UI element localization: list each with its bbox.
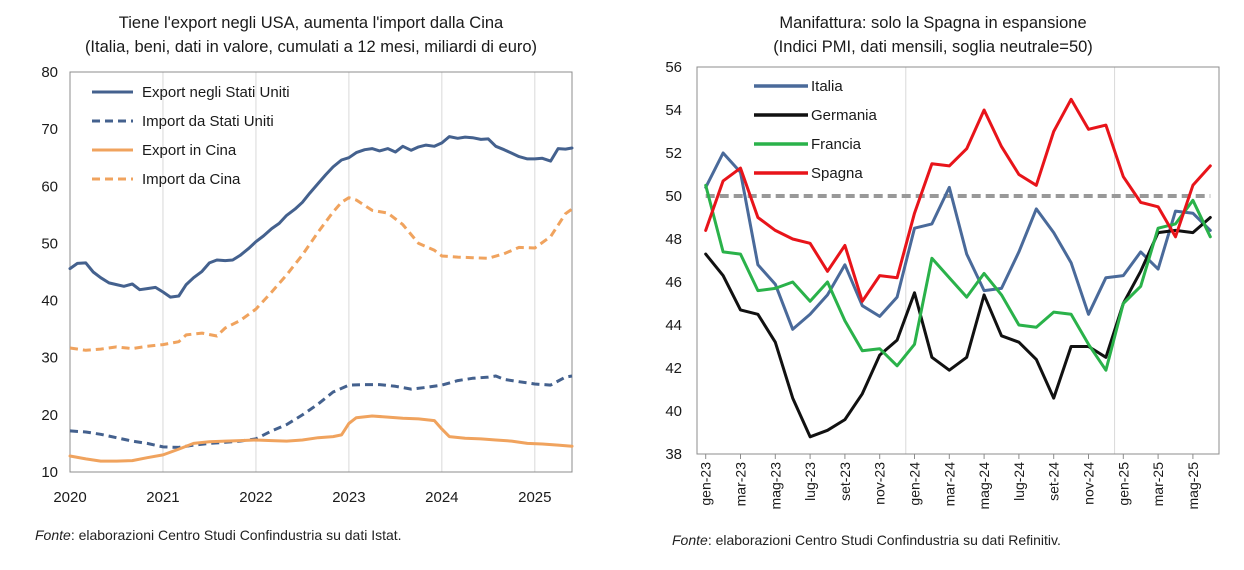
legend-label: Import da Cina [142, 171, 241, 188]
x-tick-label: mar-23 [733, 462, 749, 507]
y-tick-label: 30 [41, 350, 58, 367]
y-tick-label: 52 [665, 145, 682, 162]
x-tick-label: mag-23 [767, 462, 783, 510]
x-tick-label: mag-24 [976, 462, 992, 510]
chart-title: Tiene l'export negli USA, aumenta l'impo… [118, 14, 504, 32]
y-tick-label: 54 [665, 102, 682, 119]
x-tick-label: mag-25 [1185, 462, 1201, 510]
series-line-export-negli-stati-uniti [68, 135, 574, 299]
chart-subtitle: (Italia, beni, dati in valore, cumulati … [84, 38, 538, 56]
y-tick-label: 50 [665, 188, 682, 205]
x-tick-label: 2022 [239, 489, 272, 506]
x-tick-label: gen-23 [698, 462, 714, 506]
x-tick-label: mar-25 [1150, 462, 1166, 507]
y-tick-label: 40 [41, 293, 58, 310]
x-tick-label: 2025 [518, 489, 551, 506]
y-tick-label: 60 [41, 178, 58, 195]
plot-area-frame [69, 71, 573, 473]
y-tick-label: 70 [41, 121, 58, 138]
chart-source: Fonte: elaborazioni Centro Studi Confind… [672, 532, 1061, 548]
y-tick-label: 10 [41, 464, 58, 481]
chart-trade-svg: 10 20 30 40 50 60 70 80 2020 2021 2022 2023 2024 2025… [41, 64, 574, 506]
y-tick-label: 46 [665, 274, 682, 291]
y-tick-label: 50 [41, 235, 58, 252]
y-tick-label: 20 [41, 407, 58, 424]
series-line-export-in-cina [68, 414, 574, 463]
series-line-italia [704, 151, 1212, 331]
x-tick-label: gen-25 [1115, 462, 1131, 506]
chart-subtitle: (Indici PMI, dati mensili, soglia neutra… [773, 38, 1093, 56]
y-tick-label: 80 [41, 64, 58, 81]
y-tick-label: 44 [665, 317, 682, 334]
chart-pmi-svg: 38 40 42 44 46 48 50 52 54 56 gen-23 mar-23 mag-23 lu… [665, 59, 1220, 510]
legend-label: Export negli Stati Uniti [142, 84, 290, 101]
x-tick-label: 2024 [425, 489, 458, 506]
legend-label: Spagna [811, 165, 863, 182]
x-tick-label: mar-24 [941, 462, 957, 507]
legend-label: Francia [811, 136, 862, 153]
plot-area-frame [696, 66, 1220, 455]
legend-label: Export in Cina [142, 142, 237, 159]
y-tick-label: 48 [665, 231, 682, 248]
series-line-spagna [704, 97, 1212, 303]
chart-panel-pmi: Manifattura: solo la Spagna in espansion… [622, 0, 1244, 570]
series-line-import-da-cina [69, 196, 573, 352]
x-tick-label: nov-23 [872, 462, 888, 505]
x-tick-label: lug-24 [1011, 462, 1027, 501]
x-tick-label: 2021 [146, 489, 179, 506]
x-tick-label: 2023 [332, 489, 365, 506]
x-tick-label: set-23 [837, 462, 853, 501]
series-line-import-da-stati-uniti [69, 374, 573, 449]
chart-title: Manifattura: solo la Spagna in espansion… [779, 14, 1087, 32]
chart-source: Fonte: elaborazioni Centro Studi Confind… [35, 527, 402, 543]
y-tick-label: 56 [665, 59, 682, 76]
y-tick-label: 40 [665, 403, 682, 420]
y-tick-label: 42 [665, 360, 682, 377]
legend-label: Import da Stati Uniti [142, 113, 274, 130]
x-tick-label: lug-23 [802, 462, 818, 501]
chart-panel-trade: Tiene l'export negli USA, aumenta l'impo… [35, 14, 574, 543]
legend-label: Germania [811, 107, 878, 124]
series-line-francia [704, 183, 1212, 372]
series-line-germania [704, 216, 1212, 439]
x-tick-label: 2020 [53, 489, 86, 506]
legend-label: Italia [811, 78, 843, 95]
x-tick-label: nov-24 [1081, 462, 1097, 505]
x-tick-label: set-24 [1046, 462, 1062, 501]
y-tick-label: 38 [665, 446, 682, 463]
x-tick-label: gen-24 [907, 462, 923, 506]
